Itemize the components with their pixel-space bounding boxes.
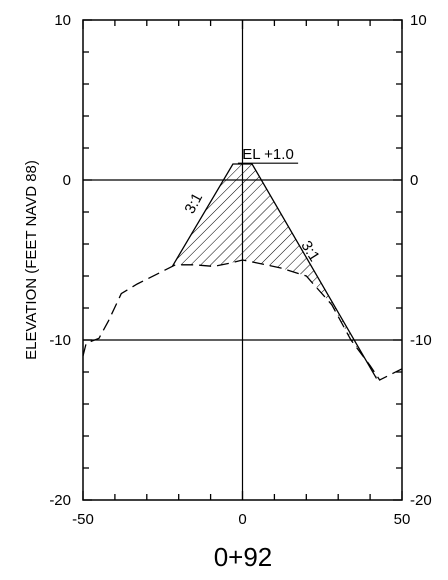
y-tick-label-right: 10 [410, 12, 427, 29]
station-title: 0+92 [214, 542, 273, 572]
x-tick-label: 50 [394, 511, 411, 528]
design-levee-line [171, 163, 378, 379]
y-tick-label-left: -20 [49, 492, 71, 509]
y-tick-label-right: 0 [410, 172, 418, 189]
annotation-label: EL +1.0 [242, 146, 294, 163]
y-axis-title: ELEVATION (FEET NAVD 88) [23, 160, 40, 360]
x-tick-label: 0 [238, 511, 246, 528]
x-tick-label: -50 [72, 511, 94, 528]
tick-marks [82, 19, 403, 501]
y-tick-label-left: -10 [49, 332, 71, 349]
fill-area [172, 164, 377, 379]
tick-labels: -20 -20 -10 -10 0 0 10 10 -50 0 50 [49, 12, 431, 528]
y-tick-label-right: -20 [410, 492, 432, 509]
y-tick-label-left: 10 [54, 12, 71, 29]
hatched-fill-area [172, 164, 377, 379]
y-tick-label-right: -10 [410, 332, 432, 349]
annotation-label: 3:1 [181, 190, 206, 216]
series-lines [82, 163, 403, 381]
y-tick-label-left: 0 [63, 172, 71, 189]
